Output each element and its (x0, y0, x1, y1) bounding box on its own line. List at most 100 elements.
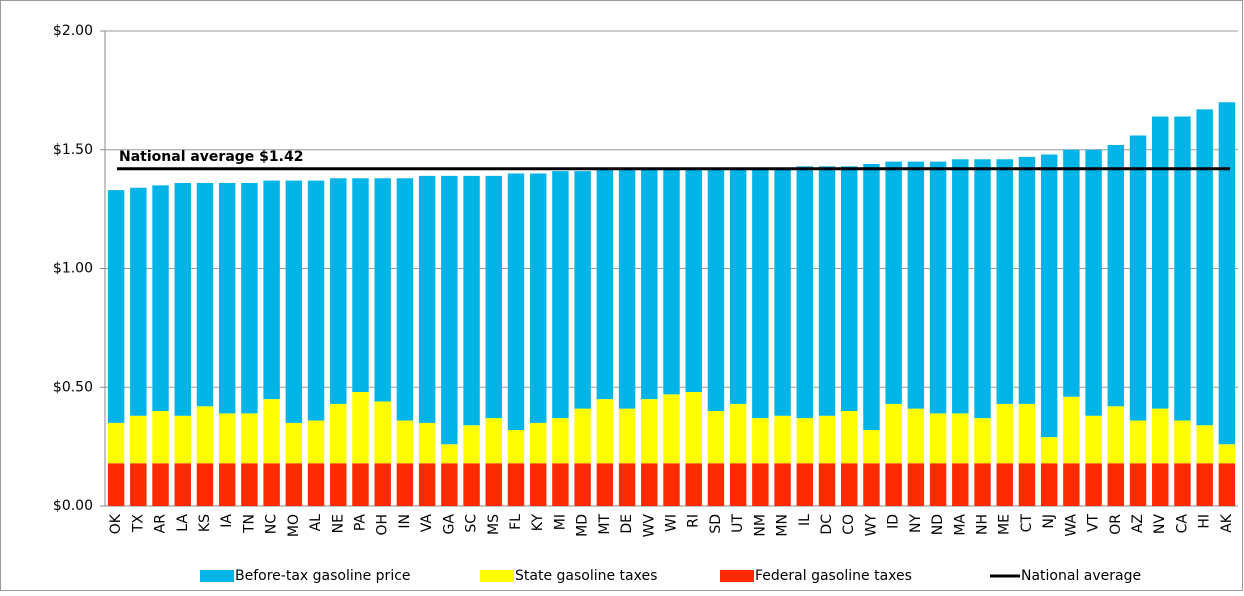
bar-segment (1063, 149, 1080, 397)
reference-label: National average $1.42 (119, 149, 303, 165)
x-tick-label: ND (930, 514, 946, 535)
x-tick-label: NY (908, 514, 924, 533)
bar-segment (707, 463, 725, 506)
bar-segment (218, 413, 236, 464)
bar-segment (552, 418, 569, 464)
x-tick-label: IL (797, 514, 813, 526)
legend-swatch (720, 570, 754, 582)
bar-segment (130, 463, 147, 506)
bar-segment (552, 463, 569, 506)
x-tick-label: TX (130, 514, 146, 534)
x-tick-label: WY (863, 514, 879, 537)
bar-segment (529, 463, 547, 506)
x-tick-label: TN (241, 514, 257, 534)
legend-label: Federal gasoline taxes (755, 568, 912, 584)
bar-segment (507, 173, 525, 430)
x-tick-label: GA (441, 514, 457, 535)
bar-segment (441, 444, 458, 464)
bar-segment (796, 166, 814, 419)
bar-segment (663, 168, 680, 395)
bar-segment (1218, 463, 1236, 506)
bar-segment (1218, 444, 1236, 464)
bar-segment (463, 463, 480, 506)
bar-segment (929, 413, 947, 464)
bar-segment (774, 463, 791, 506)
bar-segment (174, 415, 191, 464)
bar-segment (1040, 463, 1058, 506)
x-tick-label: CO (841, 514, 857, 535)
bar-segment (1107, 463, 1125, 506)
bar-segment (307, 420, 325, 464)
x-tick-label: NC (264, 514, 280, 534)
bar-segment (952, 463, 969, 506)
bar-segment (196, 463, 214, 506)
x-tick-label: UT (730, 514, 746, 533)
x-tick-label: MT (597, 514, 613, 535)
x-tick-label: NE (330, 514, 346, 533)
y-tick-label: $1.50 (53, 142, 93, 158)
bar-segment (618, 408, 636, 464)
bar-segment (218, 183, 236, 414)
x-tick-label: IN (397, 514, 413, 529)
bar-segment (152, 411, 169, 464)
bar-segment (774, 168, 791, 416)
bar-segment (441, 175, 458, 445)
bar-segment (152, 185, 169, 411)
x-tick-label: KS (197, 514, 213, 532)
x-tick-label: NV (1152, 514, 1168, 534)
bar-segment (885, 403, 902, 464)
bar-segment (463, 425, 480, 464)
bar-segment (330, 463, 347, 506)
bar-segment (952, 159, 969, 414)
bar-segment (285, 463, 303, 506)
bar-segment (1040, 154, 1058, 438)
x-tick-label: CA (1174, 514, 1190, 534)
x-tick-label: WA (1063, 514, 1079, 537)
bar-segment (241, 183, 258, 414)
bar-segment (1085, 149, 1102, 416)
bar-segment (663, 394, 680, 464)
bar-segment (929, 161, 947, 414)
bar-segment (929, 463, 947, 506)
y-tick-label: $0.00 (53, 498, 93, 514)
x-tick-label: MD (575, 514, 591, 537)
bar-segment (485, 175, 502, 419)
bar-segment (596, 463, 614, 506)
bar-segment (1018, 156, 1036, 404)
bar-segment (841, 411, 858, 464)
bar-segment (641, 463, 658, 506)
x-tick-label: SC (464, 514, 480, 533)
bar-segment (952, 413, 969, 464)
x-tick-label: LA (175, 514, 191, 532)
bar-segment (796, 418, 814, 464)
bar-segment (1107, 406, 1125, 464)
bar-segment (885, 463, 902, 506)
x-tick-label: NH (975, 514, 991, 535)
y-tick-label: $2.00 (53, 23, 93, 39)
x-tick-label: DE (619, 514, 635, 534)
bar-segment (263, 463, 280, 506)
bar-segment (752, 463, 769, 506)
legend-label: National average (1021, 568, 1141, 584)
bar-segment (1152, 116, 1169, 409)
x-tick-label: AR (153, 514, 169, 534)
bar-segment (863, 430, 880, 464)
bar-segment (1085, 415, 1102, 464)
bar-segment (463, 175, 480, 426)
y-tick-label: $1.00 (53, 261, 93, 277)
x-tick-label: MN (775, 514, 791, 537)
bar-segment (196, 183, 214, 407)
bar-segment (374, 178, 391, 402)
bar-segment (796, 463, 814, 506)
bar-segment (885, 161, 902, 404)
x-tick-label: AL (308, 514, 324, 532)
bar-segment (107, 463, 125, 506)
bar-segment (507, 463, 525, 506)
bar-segment (974, 418, 991, 464)
bar-segment (974, 159, 991, 419)
bar-segment (130, 187, 147, 416)
x-tick-label: CT (1019, 514, 1035, 533)
bar-segment (1152, 408, 1169, 464)
x-tick-label: RI (686, 514, 702, 528)
bar-segment (574, 463, 591, 506)
